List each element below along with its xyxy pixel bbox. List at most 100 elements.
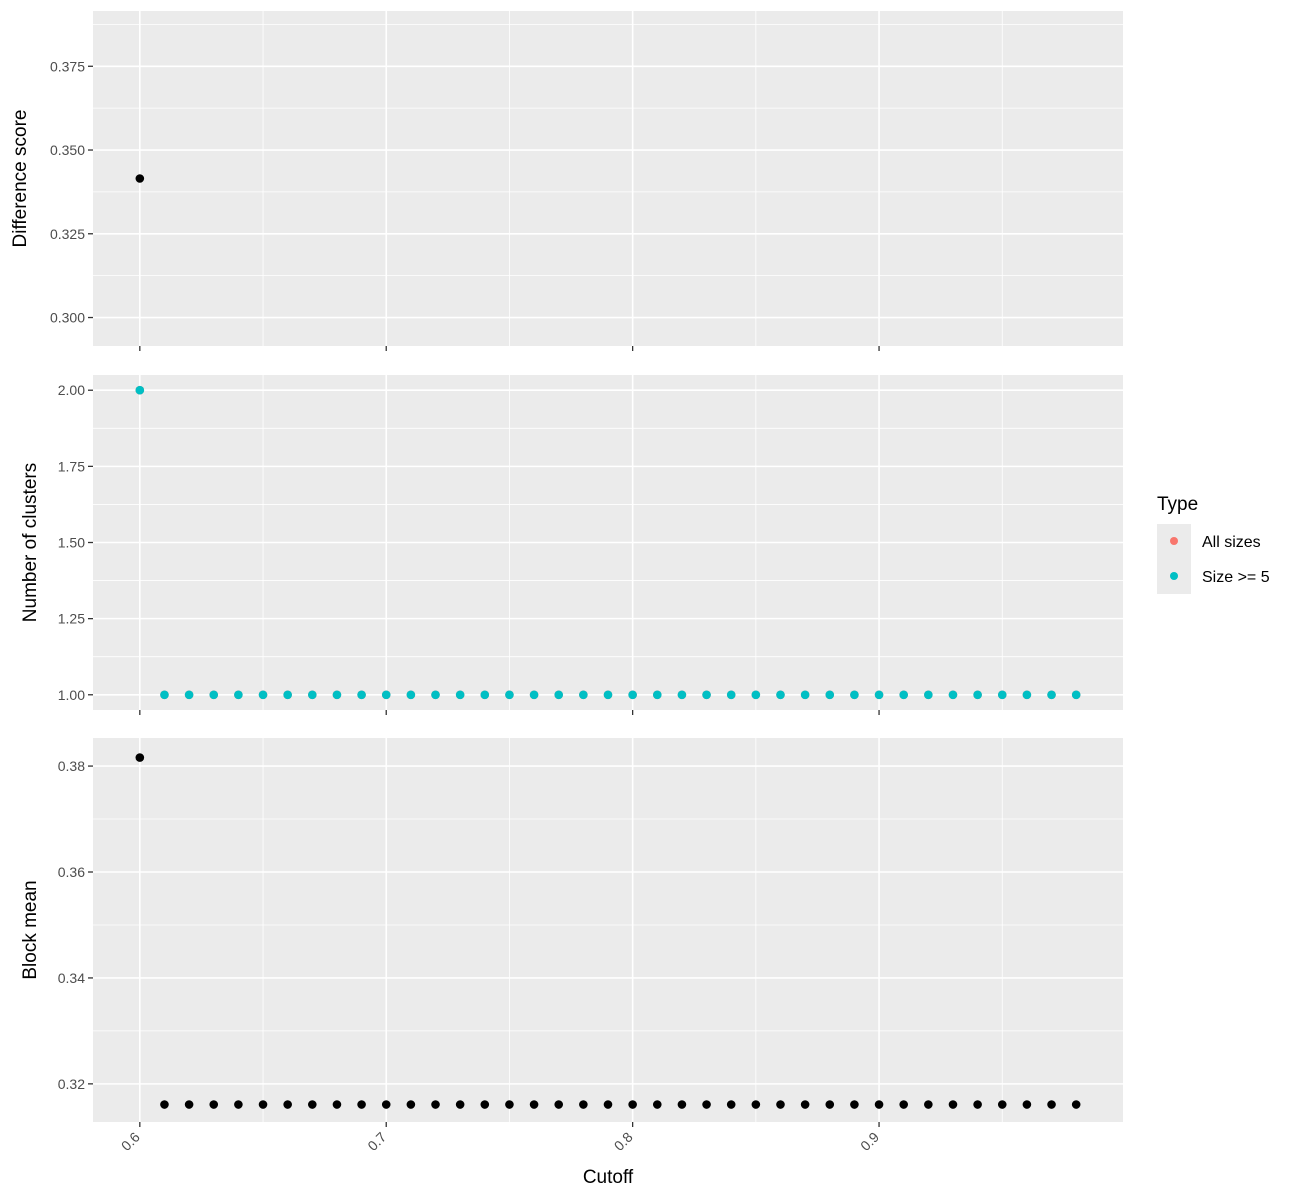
y-tick-label: 1.50 xyxy=(58,535,85,551)
point-size-5 xyxy=(702,690,711,700)
legend-key-all-sizes xyxy=(1170,537,1178,545)
point-series xyxy=(234,1100,243,1109)
y-tick-label: 1.75 xyxy=(58,458,85,474)
point-size-5 xyxy=(283,690,292,700)
point-size-5 xyxy=(308,690,317,700)
point-series xyxy=(579,1100,588,1109)
y-axis-title: Block mean xyxy=(20,880,41,979)
point-size-5 xyxy=(603,690,613,700)
point-size-5 xyxy=(874,690,884,700)
point-series xyxy=(751,1100,761,1109)
legend-key-background xyxy=(1157,524,1191,594)
point-series xyxy=(924,1100,933,1109)
point-size-5 xyxy=(899,690,908,700)
point-series xyxy=(800,1100,810,1109)
point-series xyxy=(850,1100,859,1109)
point-series xyxy=(702,1100,711,1109)
point-size-5 xyxy=(825,690,835,700)
panel-background xyxy=(93,11,1123,346)
point-series xyxy=(283,1100,292,1109)
point-series xyxy=(505,1100,514,1109)
point-size-5 xyxy=(258,690,268,700)
point-size-5 xyxy=(948,690,958,700)
y-tick-label: 0.36 xyxy=(58,864,85,880)
point-size-5 xyxy=(357,690,366,700)
panel-3: 0.32 0.34 0.36 0.38 Block mean xyxy=(20,738,1123,1127)
point-size-5 xyxy=(332,690,342,700)
y-tick-label: 0.375 xyxy=(50,58,85,74)
legend-label-all-sizes: All sizes xyxy=(1202,534,1261,551)
point-series xyxy=(554,1100,564,1109)
legend-title: Type xyxy=(1157,494,1198,515)
point-series xyxy=(480,1100,490,1109)
point-size-5 xyxy=(234,690,243,700)
point-series xyxy=(209,1100,219,1109)
point-series xyxy=(332,1100,342,1109)
panel-background xyxy=(93,738,1123,1122)
point-size-5 xyxy=(381,690,391,700)
point-size-5 xyxy=(997,690,1007,700)
point-series xyxy=(825,1100,835,1109)
point-size-5 xyxy=(505,690,514,700)
point-series xyxy=(652,1100,662,1109)
y-tick-label: 2.00 xyxy=(58,382,85,398)
legend-key-size-5 xyxy=(1170,572,1178,580)
x-tick-label: 0.6 xyxy=(118,1129,143,1154)
panel-2: 1.00 1.25 1.50 1.75 2.00 Number of clusters xyxy=(20,375,1123,715)
point-series xyxy=(455,1100,465,1109)
point-size-5 xyxy=(677,690,687,700)
y-tick-label: 1.00 xyxy=(58,687,85,703)
point-size-5 xyxy=(184,690,194,700)
point-size-5 xyxy=(554,690,564,700)
point-series xyxy=(357,1100,366,1109)
point-series xyxy=(431,1100,440,1109)
panel-1: 0.300 0.325 0.350 0.375 Difference score xyxy=(10,11,1123,351)
point-size-5 xyxy=(209,690,219,700)
x-tick-label: 0.9 xyxy=(857,1129,882,1154)
point-size-5 xyxy=(480,690,490,700)
point-size-5 xyxy=(1022,690,1032,700)
point-series xyxy=(184,1100,194,1109)
y-axis-title: Number of clusters xyxy=(20,463,41,622)
point-size-5 xyxy=(973,690,982,700)
point-series xyxy=(1022,1100,1032,1109)
point-size-5 xyxy=(652,690,662,700)
point-series xyxy=(1047,1100,1056,1109)
point-size-5 xyxy=(850,690,859,700)
y-tick-label: 0.350 xyxy=(50,142,85,158)
x-tick-label: 0.7 xyxy=(364,1129,389,1154)
point-series xyxy=(160,1100,169,1109)
panels-layer: 0.300 0.325 0.350 0.375 Difference score 1.00… xyxy=(10,11,1123,1154)
point-size-5 xyxy=(160,690,169,700)
point-series xyxy=(628,1100,637,1109)
point-series xyxy=(997,1100,1007,1109)
y-tick-label: 0.38 xyxy=(58,758,85,774)
point-series xyxy=(135,753,145,762)
point-size-5 xyxy=(1047,690,1056,700)
point-size-5 xyxy=(726,690,736,700)
point-series xyxy=(776,1100,785,1109)
point-size-5 xyxy=(924,690,933,700)
point-series xyxy=(948,1100,958,1109)
legend: Type All sizes Size >= 5 xyxy=(1157,494,1270,594)
point-series xyxy=(381,1100,391,1109)
point-series xyxy=(603,1100,613,1109)
point-size-5 xyxy=(776,690,785,700)
point-series xyxy=(135,174,145,183)
point-size-5 xyxy=(455,690,465,700)
legend-label-size-5: Size >= 5 xyxy=(1202,569,1270,586)
point-series xyxy=(874,1100,884,1109)
point-size-5 xyxy=(751,690,761,700)
point-size-5 xyxy=(406,690,416,700)
point-series xyxy=(308,1100,317,1109)
point-series xyxy=(529,1100,539,1109)
point-size-5 xyxy=(579,690,588,700)
x-tick-label: 0.8 xyxy=(611,1129,636,1154)
point-series xyxy=(406,1100,416,1109)
y-tick-label: 1.25 xyxy=(58,611,85,627)
point-size-5 xyxy=(431,690,440,700)
x-axis-title: Cutoff xyxy=(583,1167,634,1188)
point-size-5 xyxy=(135,385,145,395)
point-series xyxy=(1071,1100,1081,1109)
